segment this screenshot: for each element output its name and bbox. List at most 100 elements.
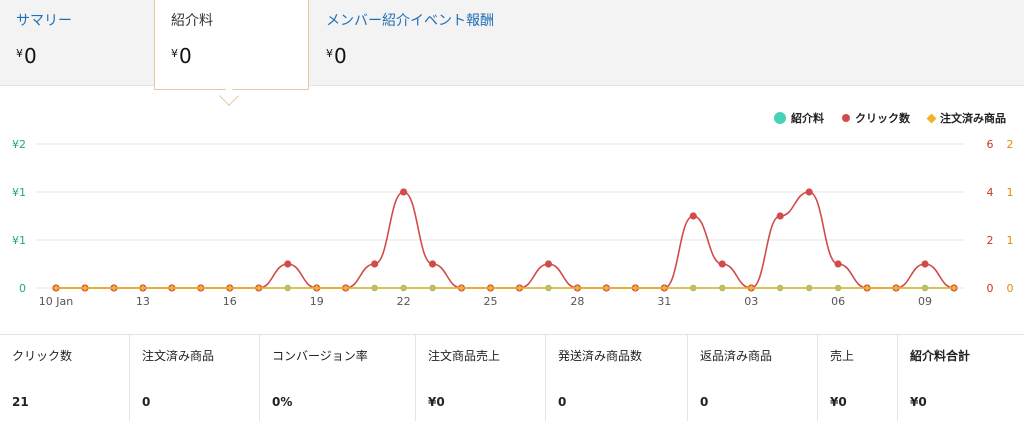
orders-data-point — [806, 285, 813, 291]
tab-member-referral-event[interactable]: メンバー紹介イベント報酬 ¥0 — [310, 0, 670, 86]
orders-data-point — [864, 285, 871, 291]
legend-item-ordered-items[interactable]: 注文済み商品 — [926, 110, 1006, 126]
orders-data-point — [226, 285, 233, 291]
clicks-data-point — [805, 188, 813, 196]
legend-item-clicks[interactable]: クリック数 — [842, 110, 910, 126]
stat-total-referral-fee: 紹介料合計 ¥0 — [898, 335, 1024, 421]
stat-value: 0 — [142, 395, 151, 409]
stat-value: 0 — [558, 395, 567, 409]
orders-data-point — [603, 285, 610, 291]
orders-data-point — [661, 285, 668, 291]
y-right-clicks-tick-label: 0 — [987, 282, 994, 295]
y-right-orders-tick-label: 2 — [1007, 138, 1014, 151]
clicks-data-point — [544, 260, 553, 268]
y-right-orders-tick-label: 1 — [1007, 186, 1014, 199]
legend-item-referral-fee[interactable]: 紹介料 — [774, 110, 824, 126]
orders-data-point — [719, 285, 726, 291]
orders-data-point — [748, 285, 755, 291]
orders-data-point — [139, 285, 146, 291]
orders-data-point — [690, 285, 697, 291]
legend-label: クリック数 — [855, 112, 910, 125]
stat-value: 21 — [12, 395, 29, 409]
y-right-clicks-tick-label: 6 — [987, 138, 994, 151]
stat-value: ¥0 — [830, 395, 847, 409]
orders-data-point — [777, 285, 784, 291]
clicks-data-point — [718, 260, 726, 268]
x-tick-label: 10 Jan — [39, 295, 73, 308]
x-tick-label: 09 — [918, 295, 932, 308]
orders-data-point — [835, 285, 842, 291]
tab-summary-title: サマリー — [16, 13, 72, 29]
stat-label: 注文商品売上 — [428, 349, 501, 363]
stat-value: 0% — [272, 395, 293, 409]
orders-data-point — [545, 285, 552, 291]
x-tick-label: 22 — [397, 295, 411, 308]
orders-data-point — [632, 285, 639, 291]
orders-data-point — [400, 285, 407, 291]
clicks-data-point — [371, 260, 379, 268]
x-tick-label: 06 — [831, 295, 845, 308]
clicks-data-point — [921, 260, 929, 268]
stat-clicks: クリック数 21 — [0, 335, 130, 421]
tab-referral-fee-value: ¥0 — [171, 44, 192, 68]
tab-referral-fee[interactable]: 紹介料 ¥0 — [154, 0, 309, 90]
x-tick-label: 03 — [744, 295, 758, 308]
y-left-tick-label: ¥1 — [12, 186, 26, 199]
orders-data-point — [893, 285, 900, 291]
orders-data-point — [313, 285, 320, 291]
clicks-data-point — [284, 260, 292, 268]
stat-value: 0 — [700, 395, 709, 409]
y-right-orders-tick-label: 1 — [1007, 234, 1014, 247]
y-right-clicks-tick-label: 2 — [987, 234, 994, 247]
stat-label: コンバージョン率 — [272, 349, 368, 363]
orders-data-point — [255, 285, 262, 291]
tab-member-referral-event-value: ¥0 — [326, 44, 347, 68]
performance-chart: 0 0 0 ¥1 2 1 ¥1 4 1 ¥2 6 2 10 Jan 13 16 19 22 25 28 31 03 06 0… — [0, 100, 1024, 320]
stat-shipped-items: 発送済み商品数 0 — [546, 335, 688, 421]
stat-label: 発送済み商品数 — [558, 349, 643, 363]
stat-label: 紹介料合計 — [910, 349, 971, 363]
stat-label: クリック数 — [12, 349, 73, 363]
x-tick-label: 13 — [136, 295, 150, 308]
clicks-data-point — [776, 212, 784, 220]
tab-referral-fee-title: 紹介料 — [171, 13, 213, 29]
orders-data-point — [922, 285, 929, 291]
tab-member-referral-event-title: メンバー紹介イベント報酬 — [326, 13, 494, 29]
y-left-tick-label: ¥1 — [12, 234, 26, 247]
orders-data-point — [429, 285, 436, 291]
legend-label: 紹介料 — [791, 112, 824, 125]
clicks-data-point — [689, 212, 697, 220]
x-tick-label: 28 — [570, 295, 584, 308]
orders-data-point — [487, 285, 494, 291]
legend-circle-icon — [774, 112, 786, 124]
x-tick-label: 25 — [484, 295, 498, 308]
stat-label: 注文済み商品 — [142, 349, 215, 363]
chart-canvas: 0 0 0¥1 2 1¥1 4 1¥2 6 210 Jan 13 16 19 22 25 28 31 03 06 0… — [12, 138, 1014, 308]
y-left-tick-label: ¥2 — [12, 138, 26, 151]
stat-order-sales: 注文商品売上 ¥0 — [416, 335, 546, 421]
stats-row: クリック数 21 注文済み商品 0 コンバージョン率 0% 注文商品売上 ¥0 … — [0, 334, 1024, 421]
legend-diamond-icon — [926, 113, 937, 123]
clicks-data-point — [428, 260, 437, 268]
orders-data-point — [81, 285, 88, 291]
clicks-data-point — [834, 260, 842, 268]
chart-legend: 紹介料 クリック数 注文済み商品 — [774, 110, 1006, 126]
orders-data-point — [53, 285, 59, 291]
x-tick-label: 19 — [310, 295, 324, 308]
x-tick-label: 16 — [223, 295, 237, 308]
legend-label: 注文済み商品 — [940, 112, 1006, 125]
orders-data-point — [458, 285, 465, 291]
stat-ordered-items: 注文済み商品 0 — [130, 335, 260, 421]
stat-sales: 売上 ¥0 — [818, 335, 898, 421]
stat-label: 返品済み商品 — [700, 349, 773, 363]
orders-data-point — [516, 285, 523, 291]
legend-circle-icon — [842, 114, 850, 122]
x-tick-label: 31 — [657, 295, 671, 308]
y-left-tick-label: 0 — [19, 282, 26, 295]
stat-value: ¥0 — [910, 395, 927, 409]
stat-label: 売上 — [830, 349, 855, 363]
tab-summary[interactable]: サマリー ¥0 — [0, 0, 152, 86]
orders-data-point — [284, 285, 291, 291]
tab-summary-value: ¥0 — [16, 44, 37, 68]
orders-data-point — [110, 285, 117, 291]
